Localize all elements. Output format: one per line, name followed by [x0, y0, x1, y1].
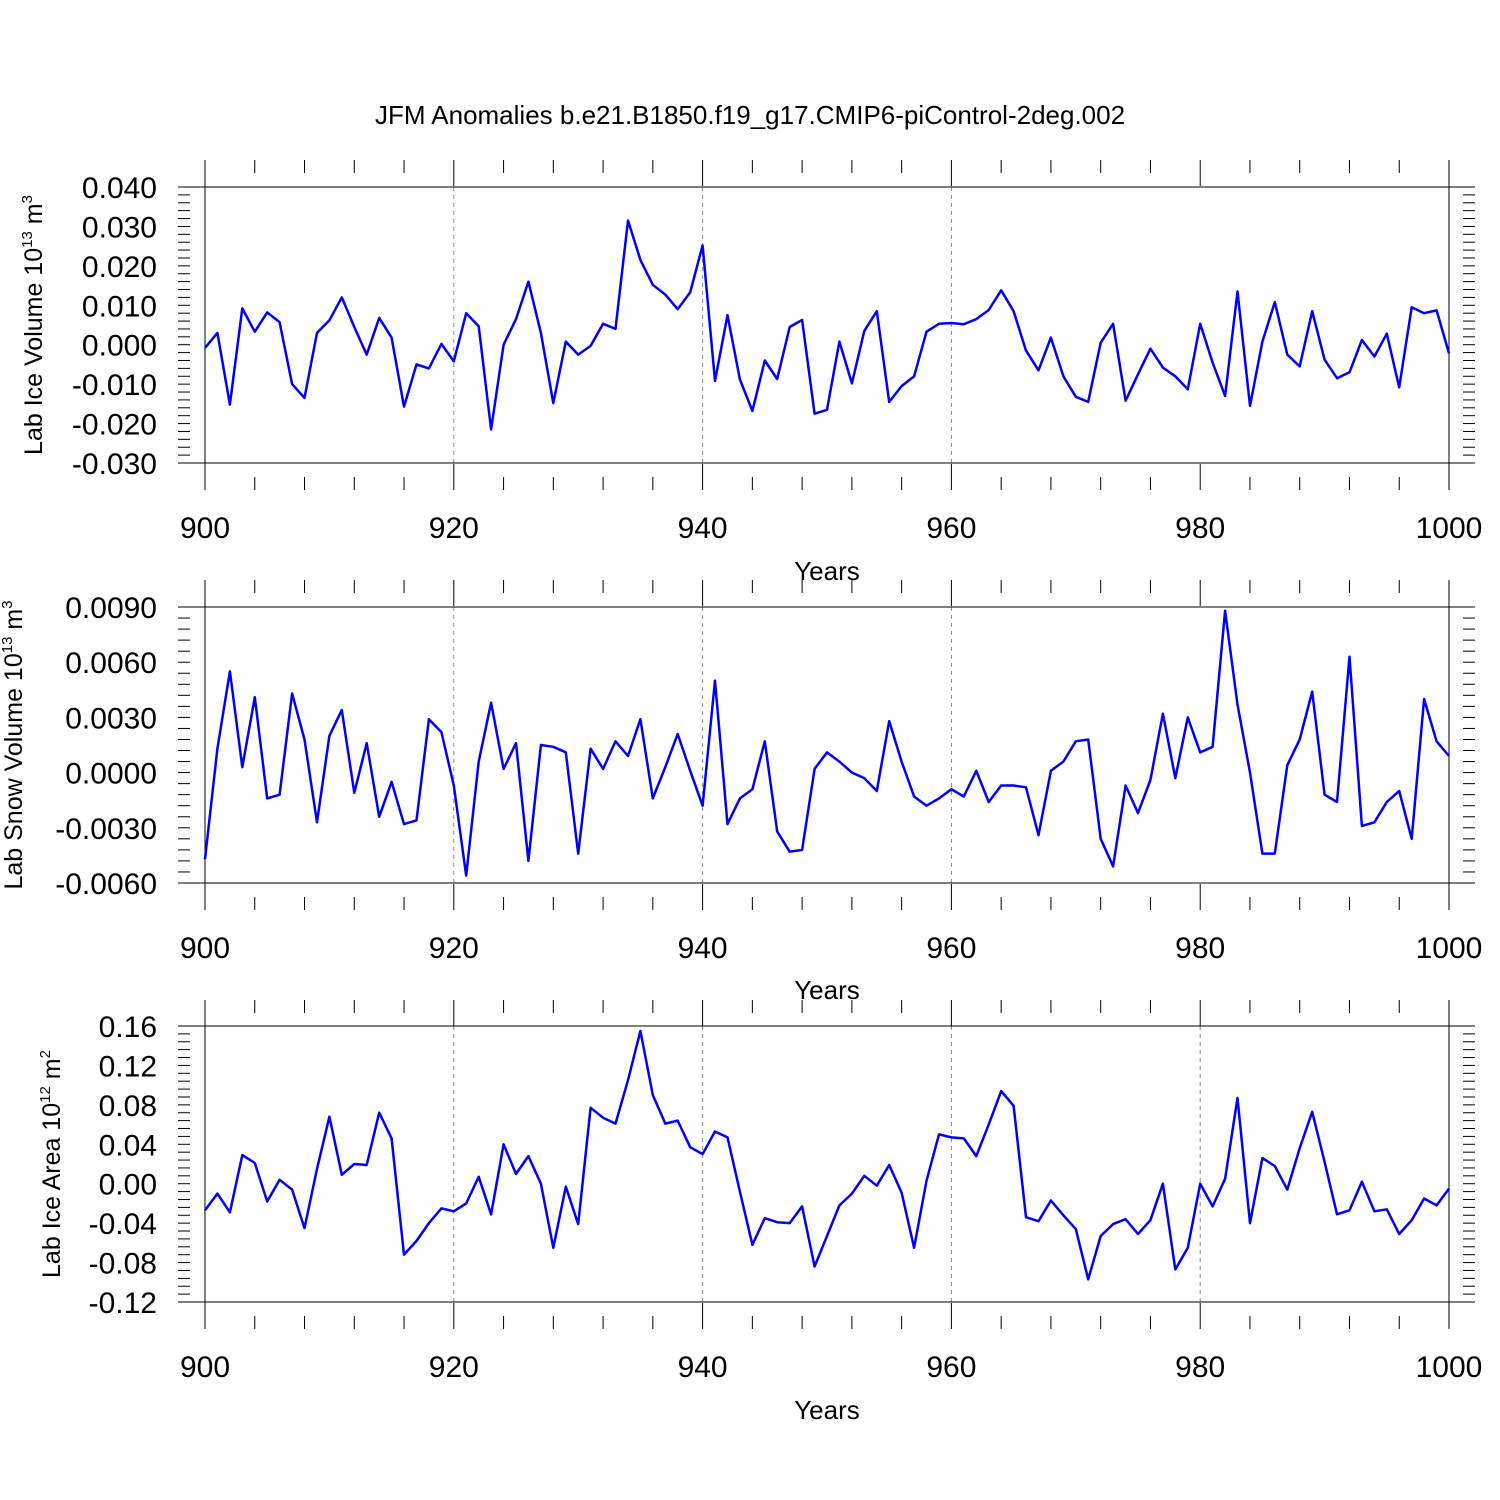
x-tick-label: 940 [678, 512, 728, 545]
x-tick-label: 1000 [1416, 932, 1483, 965]
series-line [203, 609, 1450, 877]
x-tick-label: 960 [926, 512, 976, 545]
y-tick-label: -0.020 [72, 409, 157, 442]
x-tick-label: 940 [678, 1351, 728, 1384]
series-line [204, 219, 1451, 431]
x-tick-label: 900 [180, 512, 230, 545]
ylabel-ice-area-unit-exponent: 2 [37, 1050, 54, 1058]
y-tick-label: 0.0000 [65, 758, 157, 791]
ylabel-snow-volume-unit-exponent: 3 [0, 600, 16, 608]
y-tick-label: 0.030 [82, 211, 157, 244]
y-tick-label: 0.000 [82, 330, 157, 363]
ylabel-ice-volume: Lab Ice Volume 1013 m3 [19, 195, 48, 455]
x-tick-label: 1000 [1416, 512, 1483, 545]
y-tick-label: -0.0030 [55, 813, 157, 846]
y-tick-label: -0.12 [89, 1287, 157, 1320]
panel-ice-volume: Lab Ice Volume 1013 m3 Years 900 920 940 96… [19, 160, 1482, 586]
chart-title: JFM Anomalies b.e21.B1850.f19_g17.CMIP6-… [375, 100, 1125, 130]
y-tick-label: -0.010 [72, 369, 157, 402]
x-tick-label: 980 [1175, 932, 1225, 965]
ylabel-ice-volume-text: Lab Ice Volume 10 [20, 248, 48, 455]
y-tick-label: 0.0030 [65, 702, 157, 735]
ylabel-snow-volume-exponent: 13 [0, 637, 16, 654]
x-tick-label: 920 [429, 512, 479, 545]
xlabel-ice-volume: Years [794, 556, 860, 586]
ylabel-ice-volume-unit: m [20, 203, 48, 231]
panel-snow-volume: Lab Snow Volume 1013 m3 Years 900 920 940 9… [0, 580, 1482, 1005]
x-tick-label: 940 [678, 932, 728, 965]
ylabel-ice-volume-exponent: 13 [19, 231, 36, 248]
x-tick-label: 920 [429, 932, 479, 965]
y-tick-label: 0.0060 [65, 647, 157, 680]
x-tick-label: 960 [926, 1351, 976, 1384]
ylabel-ice-area-text: Lab Ice Area 10 [38, 1103, 66, 1278]
y-tick-label: 0.040 [82, 172, 157, 205]
x-tick-label: 920 [429, 1351, 479, 1384]
y-tick-label: 0.04 [99, 1129, 157, 1162]
y-tick-label: 0.00 [99, 1169, 157, 1202]
x-tick-label: 960 [926, 932, 976, 965]
panel-ice-area: Lab Ice Area 1012 m2 Years 900 920 940 960 9… [37, 1000, 1482, 1425]
series-line [203, 1029, 1451, 1281]
x-tick-label: 980 [1175, 1351, 1225, 1384]
y-tick-label: 0.08 [99, 1090, 157, 1123]
y-tick-label: 0.0090 [65, 592, 157, 625]
x-tick-label: 980 [1175, 512, 1225, 545]
ylabel-ice-area-exponent: 12 [37, 1086, 54, 1103]
ylabel-ice-area: Lab Ice Area 1012 m2 [37, 1050, 66, 1278]
y-tick-label: -0.0060 [55, 868, 157, 901]
xlabel-snow-volume: Years [794, 975, 860, 1005]
y-tick-label: 0.010 [82, 290, 157, 323]
y-tick-label: 0.12 [99, 1050, 157, 1083]
ylabel-snow-volume-text: Lab Snow Volume 10 [0, 653, 28, 889]
ylabel-snow-volume-unit: m [0, 609, 28, 637]
y-tick-label: -0.030 [72, 448, 157, 481]
x-tick-label: 900 [180, 1351, 230, 1384]
ylabel-ice-volume-unit-exponent: 3 [19, 195, 36, 203]
x-tick-label: 900 [180, 932, 230, 965]
y-tick-label: -0.08 [89, 1248, 157, 1281]
ylabel-ice-area-unit: m [38, 1058, 66, 1086]
y-tick-label: 0.020 [82, 251, 157, 284]
y-tick-label: -0.04 [89, 1208, 157, 1241]
xlabel-ice-area: Years [794, 1395, 860, 1425]
y-tick-label: 0.16 [99, 1011, 157, 1044]
x-tick-label: 1000 [1416, 1351, 1483, 1384]
ylabel-snow-volume: Lab Snow Volume 1013 m3 [0, 600, 28, 889]
